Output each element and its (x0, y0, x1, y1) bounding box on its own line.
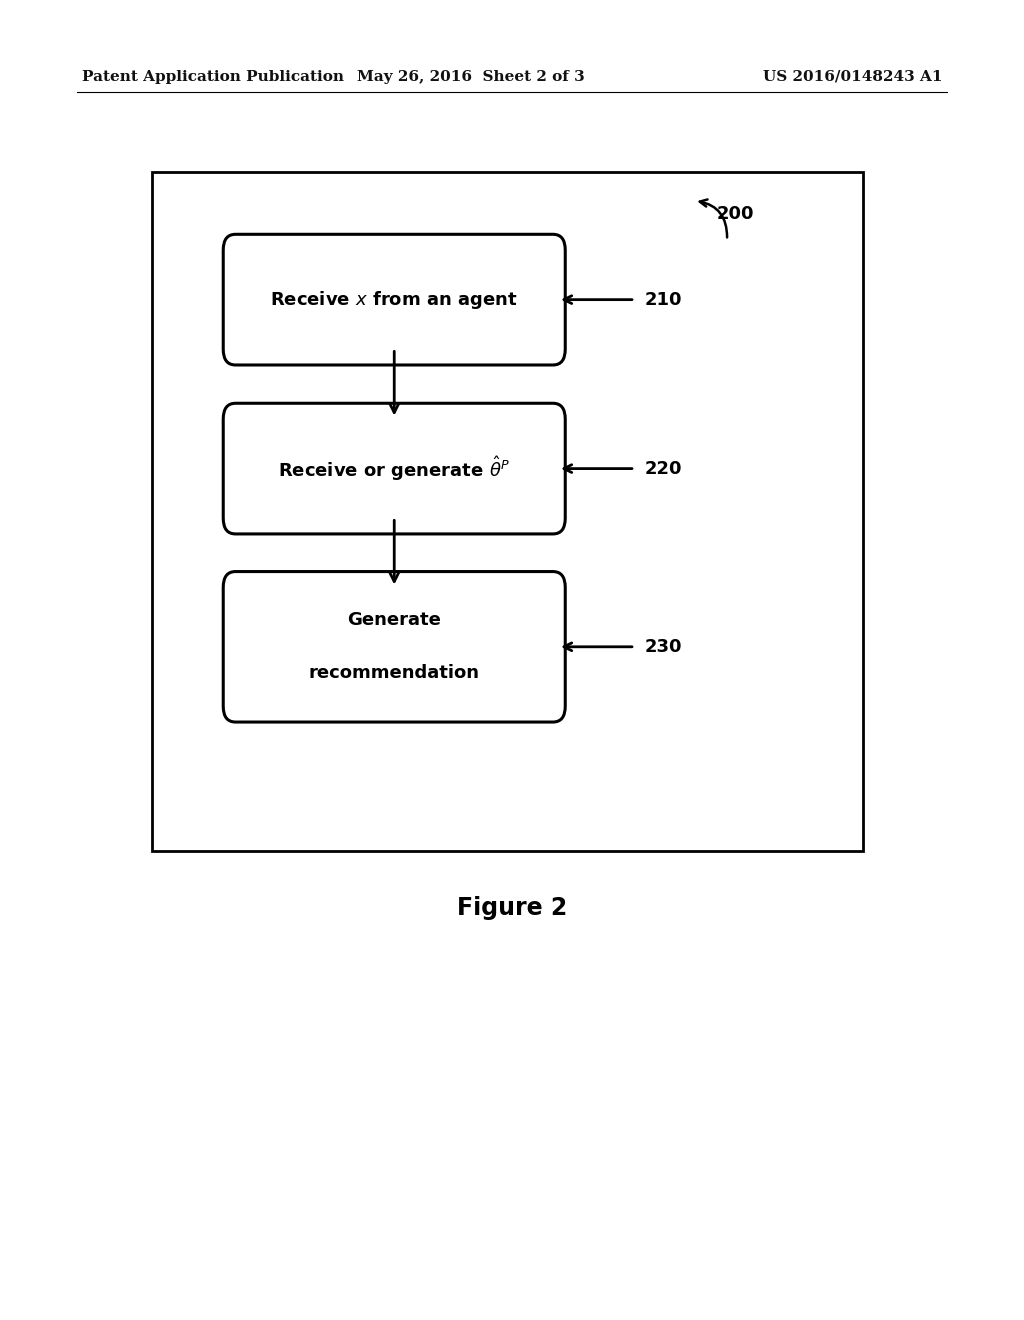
Text: May 26, 2016  Sheet 2 of 3: May 26, 2016 Sheet 2 of 3 (357, 70, 585, 83)
Text: Receive or generate $\hat{\theta}^{P}$: Receive or generate $\hat{\theta}^{P}$ (279, 454, 510, 483)
Text: recommendation: recommendation (309, 664, 479, 682)
Text: 230: 230 (645, 638, 683, 656)
Text: 220: 220 (645, 459, 683, 478)
FancyArrowPatch shape (699, 199, 727, 238)
Text: 200: 200 (717, 205, 755, 223)
FancyBboxPatch shape (223, 404, 565, 533)
Text: Receive $x$ from an agent: Receive $x$ from an agent (270, 289, 518, 310)
Text: Figure 2: Figure 2 (457, 896, 567, 920)
Text: US 2016/0148243 A1: US 2016/0148243 A1 (763, 70, 942, 83)
FancyBboxPatch shape (223, 235, 565, 364)
FancyBboxPatch shape (223, 572, 565, 722)
Text: Generate: Generate (347, 611, 441, 630)
Text: Patent Application Publication: Patent Application Publication (82, 70, 344, 83)
FancyBboxPatch shape (152, 172, 863, 851)
Text: 210: 210 (645, 290, 683, 309)
